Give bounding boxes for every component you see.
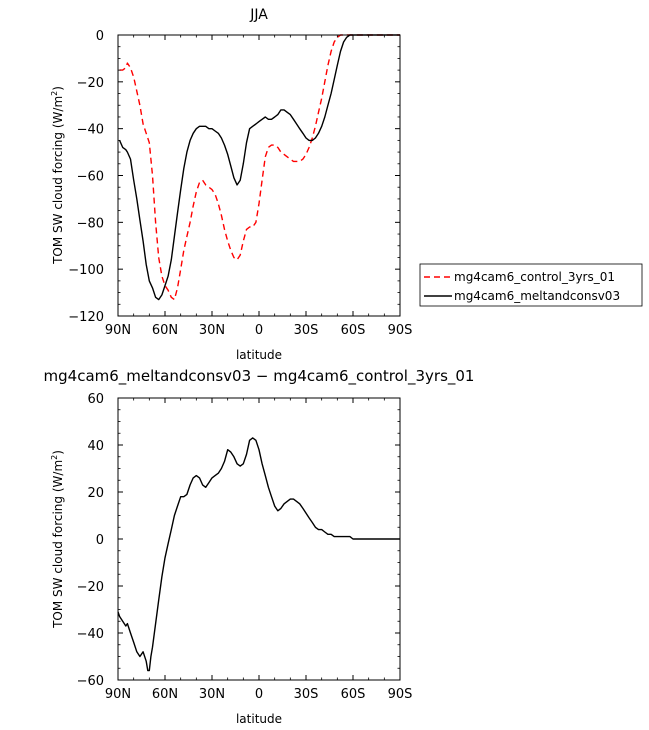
top-x-tick-label: 30N [199,323,225,338]
legend-label-control: mg4cam6_control_3yrs_01 [454,270,615,284]
top-y-tick-label: 0 [96,29,104,44]
legend: mg4cam6_control_3yrs_01 mg4cam6_meltandc… [419,263,643,307]
top-x-tick-label: 60S [341,323,366,338]
top-x-tick-label: 90S [388,323,413,338]
top-x-axis-title: latitude [236,348,282,362]
bottom-y-tick-label: 20 [87,486,104,501]
bottom-plot-area: 90N 60N 30N 0 30S 60S 90S 60 40 20 0 −20 −40 −60 [77,392,413,702]
top-y-tick-label: −20 [77,76,104,91]
top-series-line-0 [119,34,400,301]
bottom-y-tick-label: 0 [96,533,104,548]
bottom-x-tick-label: 90N [105,687,131,702]
bottom-x-tick-label: 30S [294,687,319,702]
bottom-series-line-0 [117,437,400,672]
bottom-x-tick-label: 0 [255,687,263,702]
top-y-axis-title-close: ) [51,86,65,91]
bottom-x-tick-label: 90S [388,687,413,702]
bottom-x-tick-label: 30N [199,687,225,702]
bottom-chart-title: mg4cam6_meltandconsv03 − mg4cam6_control… [44,367,475,386]
bottom-y-tick-label: −20 [77,580,104,595]
top-y-tick-label: −60 [77,170,104,185]
top-y-axis-title-sup: 2 [50,91,59,96]
top-series-line-1 [118,34,400,301]
top-y-tick-label: −80 [77,216,104,231]
top-y-axis-title-text: TOM SW cloud forcing (W/m [51,96,65,265]
legend-label-meltandconsv: mg4cam6_meltandconsv03 [454,289,620,303]
bottom-y-axis-title: TOM SW cloud forcing (W/m2) [50,450,65,629]
top-panel: JJA 90N 60N 30N 0 30S 60S 90S 0 −20 −40 −60 −80 −100… [50,7,412,362]
top-plot-area: 90N 60N 30N 0 30S 60S 90S 0 −20 −40 −60 −80 −100 −120 [68,29,412,338]
top-x-tick-label: 0 [255,323,263,338]
bottom-x-tick-label: 60N [152,687,178,702]
top-x-tick-label: 30S [294,323,319,338]
bottom-y-axis-title-sup: 2 [50,455,59,460]
legend-box [419,263,643,307]
top-plot-frame [117,34,401,317]
bottom-y-axis-title-close: ) [51,450,65,455]
bottom-y-tick-label: 40 [87,439,104,454]
top-x-tick-label: 90N [105,323,131,338]
bottom-y-tick-label: 60 [87,392,104,407]
top-x-tick-label: 60N [152,323,178,338]
top-y-tick-label: −40 [77,123,104,138]
bottom-panel: mg4cam6_meltandconsv03 − mg4cam6_control… [44,367,475,726]
bottom-y-tick-label: −60 [77,674,104,689]
top-y-tick-label: −100 [68,263,104,278]
top-chart-title: JJA [249,7,268,23]
bottom-x-axis-title: latitude [236,712,282,726]
top-y-tick-label: −120 [68,310,104,325]
top-y-axis-title: TOM SW cloud forcing (W/m2) [50,86,65,265]
bottom-y-axis-title-text: TOM SW cloud forcing (W/m [51,460,65,629]
bottom-x-tick-label: 60S [341,687,366,702]
bottom-y-tick-label: −40 [77,627,104,642]
